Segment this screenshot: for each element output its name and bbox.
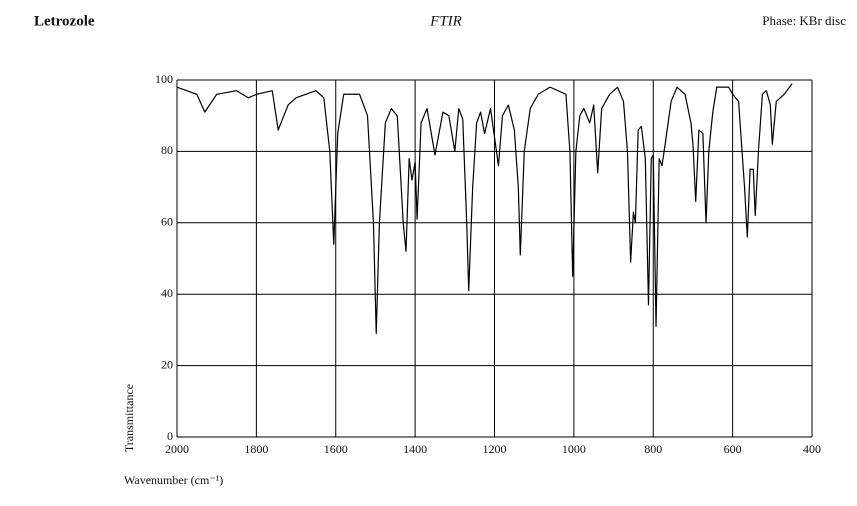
x-tick-label: 2000 bbox=[165, 442, 189, 456]
x-tick-label: 1600 bbox=[324, 442, 348, 456]
y-tick-label: 20 bbox=[161, 357, 173, 371]
x-tick-label: 1000 bbox=[562, 442, 586, 456]
y-tick-label: 0 bbox=[167, 429, 173, 443]
x-tick-label: 1200 bbox=[483, 442, 507, 456]
phase-label: Phase: KBr disc bbox=[762, 13, 846, 28]
y-tick-label: 80 bbox=[161, 143, 173, 157]
x-tick-label: 800 bbox=[644, 442, 662, 456]
y-tick-label: 100 bbox=[155, 72, 173, 86]
y-tick-label: 60 bbox=[161, 215, 173, 229]
chart-title: FTIR bbox=[429, 13, 462, 29]
y-tick-label: 40 bbox=[161, 286, 173, 300]
compound-name: Letrozole bbox=[34, 13, 95, 29]
x-tick-label: 400 bbox=[803, 442, 821, 456]
x-tick-label: 1400 bbox=[403, 442, 427, 456]
x-axis-label: Wavenumber (cm⁻¹) bbox=[124, 473, 223, 487]
y-axis-label: Transmittance bbox=[122, 384, 136, 452]
x-tick-label: 1800 bbox=[244, 442, 268, 456]
spectrum-line bbox=[176, 83, 793, 335]
x-tick-label: 600 bbox=[724, 442, 742, 456]
